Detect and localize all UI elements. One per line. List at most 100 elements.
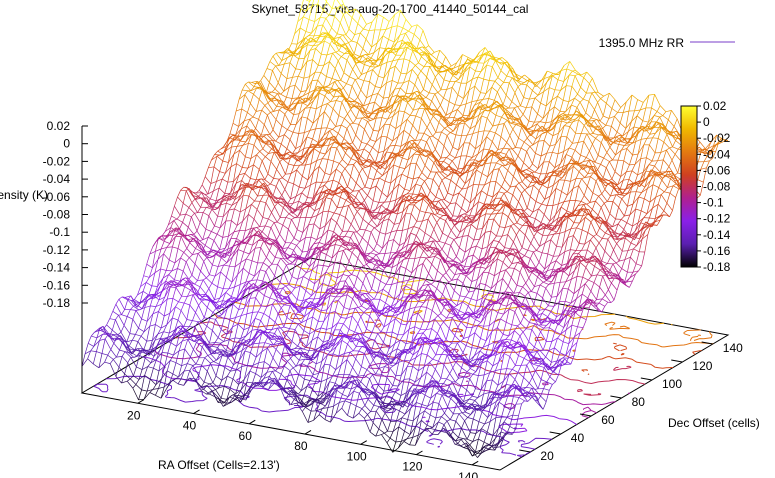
mesh-segment — [329, 118, 336, 127]
mesh-segment — [367, 121, 374, 131]
mesh-segment — [563, 341, 569, 345]
mesh-segment — [562, 287, 569, 290]
mesh-segment — [238, 307, 245, 310]
mesh-segment — [286, 317, 293, 322]
mesh-segment — [276, 340, 283, 343]
mesh-segment — [242, 282, 249, 289]
mesh-segment — [669, 147, 676, 155]
mesh-segment — [410, 42, 418, 49]
mesh-segment — [470, 315, 476, 318]
mesh-segment — [450, 132, 456, 136]
mesh-segment — [488, 98, 495, 101]
mesh-segment — [341, 124, 348, 129]
mesh-segment — [527, 207, 534, 213]
mesh-segment — [271, 91, 278, 94]
mesh-segment — [436, 59, 443, 65]
mesh-segment — [363, 80, 370, 82]
mesh-segment — [380, 395, 387, 400]
mesh-segment — [512, 128, 519, 139]
mesh-segment — [556, 245, 563, 248]
mesh-segment — [611, 178, 618, 186]
mesh-segment — [300, 9, 307, 12]
mesh-segment — [503, 193, 511, 205]
mesh-segment — [367, 243, 374, 251]
mesh-segment — [135, 334, 142, 337]
mesh-segment — [480, 338, 487, 342]
mesh-segment — [672, 185, 679, 190]
mesh-segment — [462, 405, 469, 410]
mesh-segment — [434, 279, 440, 282]
mesh-segment — [220, 271, 227, 278]
mesh-segment — [228, 153, 235, 163]
mesh-segment — [348, 260, 355, 270]
mesh-segment — [379, 165, 386, 170]
mesh-segment — [567, 121, 573, 124]
mesh-segment — [509, 296, 516, 304]
mesh-segment — [568, 216, 575, 223]
mesh-segment — [506, 321, 512, 326]
mesh-segment — [361, 188, 368, 196]
mesh-segment — [462, 301, 469, 307]
mesh-segment — [334, 16, 341, 24]
mesh-segment — [311, 25, 318, 34]
mesh-segment — [343, 87, 350, 98]
mesh-segment — [647, 184, 654, 189]
mesh-segment — [477, 346, 484, 349]
mesh-segment — [327, 103, 334, 110]
mesh-segment — [377, 13, 384, 18]
mesh-segment — [463, 267, 470, 271]
mesh-segment — [464, 247, 471, 253]
mesh-segment — [429, 246, 436, 249]
mesh-segment — [592, 256, 599, 263]
mesh-segment — [309, 71, 316, 77]
mesh-segment — [484, 181, 491, 186]
mesh-segment — [495, 181, 502, 188]
mesh-segment — [237, 338, 244, 343]
mesh-segment — [280, 73, 288, 79]
mesh-segment — [577, 326, 584, 328]
mesh-segment — [215, 319, 222, 330]
mesh-segment — [312, 316, 319, 322]
mesh-segment — [169, 306, 176, 314]
mesh-segment — [313, 148, 320, 153]
mesh-segment — [292, 75, 299, 78]
mesh-segment — [284, 252, 291, 257]
mesh-segment — [324, 184, 331, 192]
mesh-segment — [496, 397, 503, 402]
mesh-segment — [390, 108, 397, 114]
mesh-segment — [634, 109, 641, 112]
mesh-segment — [349, 351, 356, 360]
mesh-segment — [464, 122, 471, 130]
mesh-segment — [194, 198, 201, 208]
mesh-segment — [321, 181, 328, 183]
mesh-segment — [434, 49, 441, 53]
mesh-segment — [264, 342, 271, 345]
mesh-segment — [637, 99, 644, 103]
mesh-segment — [463, 213, 470, 217]
mesh-segment — [358, 190, 365, 201]
mesh-segment — [218, 251, 225, 254]
mesh-segment — [128, 345, 136, 351]
mesh-segment — [395, 310, 402, 313]
mesh-segment — [666, 149, 673, 161]
mesh-segment — [368, 223, 375, 228]
mesh-segment — [389, 318, 396, 324]
mesh-segment — [346, 359, 353, 368]
mesh-segment — [523, 316, 530, 323]
mesh-segment — [445, 220, 452, 231]
mesh-segment — [190, 289, 197, 296]
mesh-segment — [170, 286, 177, 288]
mesh-segment — [435, 196, 442, 201]
mesh-segment — [242, 267, 250, 274]
mesh-segment — [389, 199, 396, 203]
mesh-segment — [459, 117, 466, 123]
mesh-segment — [331, 198, 338, 208]
mesh-segment — [265, 330, 272, 336]
mesh-segment — [619, 259, 625, 262]
mesh-segment — [227, 181, 234, 183]
mesh-segment — [458, 268, 465, 271]
mesh-segment — [295, 192, 302, 197]
mesh-segment — [560, 85, 567, 91]
mesh-segment — [342, 34, 349, 43]
mesh-segment — [303, 146, 310, 149]
